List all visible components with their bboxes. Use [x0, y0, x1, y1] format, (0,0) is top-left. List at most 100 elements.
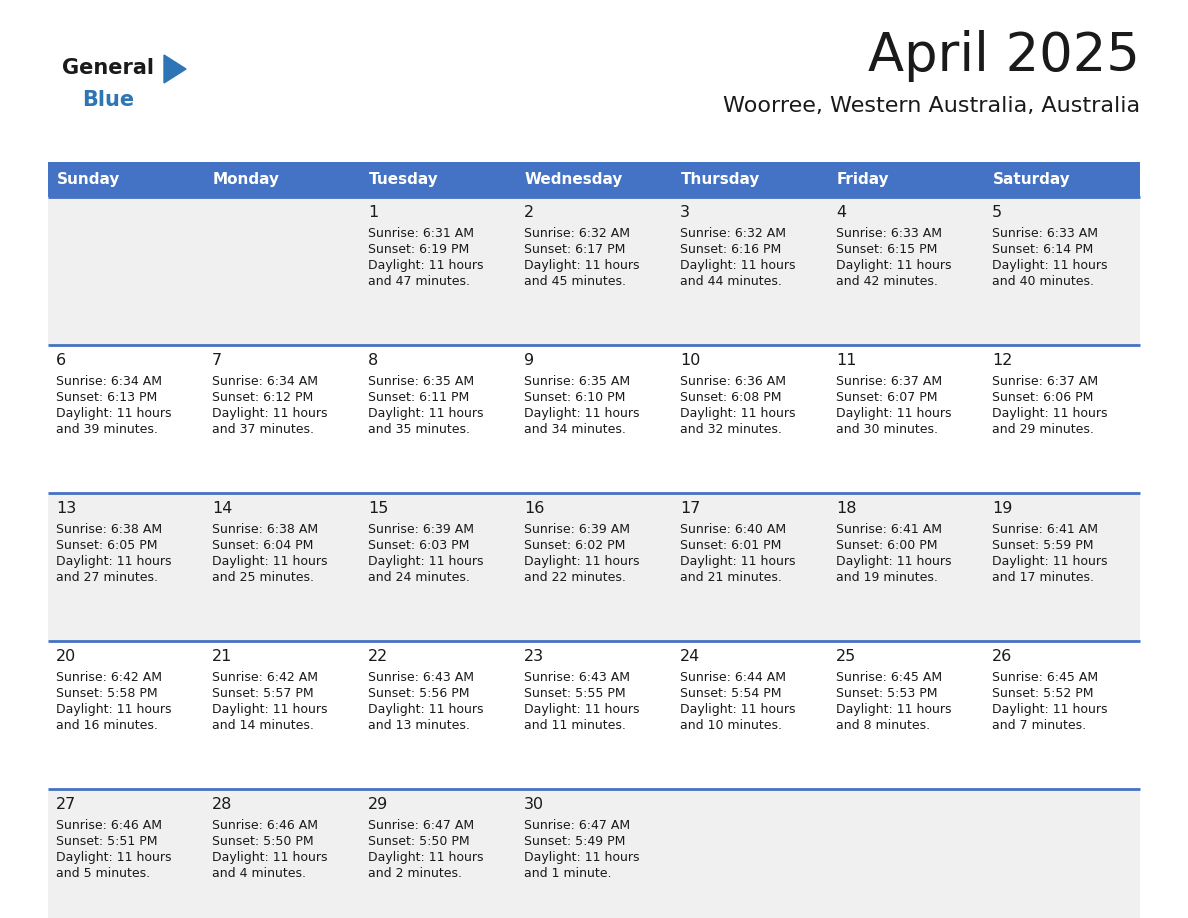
Text: and 1 minute.: and 1 minute.	[524, 867, 612, 880]
Text: Sunday: Sunday	[57, 172, 120, 187]
Text: Daylight: 11 hours: Daylight: 11 hours	[368, 851, 484, 864]
Text: 15: 15	[368, 501, 388, 516]
Text: Sunrise: 6:46 AM: Sunrise: 6:46 AM	[56, 819, 162, 832]
Text: and 13 minutes.: and 13 minutes.	[368, 719, 470, 732]
Text: and 40 minutes.: and 40 minutes.	[992, 275, 1094, 288]
Text: Daylight: 11 hours: Daylight: 11 hours	[680, 407, 796, 420]
Text: and 44 minutes.: and 44 minutes.	[680, 275, 782, 288]
Text: Sunset: 5:51 PM: Sunset: 5:51 PM	[56, 835, 158, 848]
Text: Sunrise: 6:33 AM: Sunrise: 6:33 AM	[992, 227, 1098, 240]
Text: and 19 minutes.: and 19 minutes.	[836, 571, 937, 584]
Text: and 2 minutes.: and 2 minutes.	[368, 867, 462, 880]
Text: 25: 25	[836, 649, 857, 664]
Text: 19: 19	[992, 501, 1012, 516]
Text: Sunrise: 6:33 AM: Sunrise: 6:33 AM	[836, 227, 942, 240]
Text: Tuesday: Tuesday	[369, 172, 438, 187]
Text: 20: 20	[56, 649, 76, 664]
Text: Daylight: 11 hours: Daylight: 11 hours	[211, 555, 328, 568]
Text: Sunrise: 6:35 AM: Sunrise: 6:35 AM	[524, 375, 630, 388]
Text: Daylight: 11 hours: Daylight: 11 hours	[368, 555, 484, 568]
Text: Sunset: 6:05 PM: Sunset: 6:05 PM	[56, 539, 158, 552]
Text: and 32 minutes.: and 32 minutes.	[680, 423, 782, 436]
Text: and 14 minutes.: and 14 minutes.	[211, 719, 314, 732]
Text: Sunset: 5:56 PM: Sunset: 5:56 PM	[368, 687, 469, 700]
Text: and 27 minutes.: and 27 minutes.	[56, 571, 158, 584]
Text: Sunrise: 6:47 AM: Sunrise: 6:47 AM	[368, 819, 474, 832]
Text: Sunset: 6:16 PM: Sunset: 6:16 PM	[680, 243, 782, 256]
Text: Sunrise: 6:47 AM: Sunrise: 6:47 AM	[524, 819, 630, 832]
Text: Sunset: 5:57 PM: Sunset: 5:57 PM	[211, 687, 314, 700]
Text: Sunrise: 6:42 AM: Sunrise: 6:42 AM	[56, 671, 162, 684]
Text: Sunrise: 6:32 AM: Sunrise: 6:32 AM	[680, 227, 786, 240]
Text: 12: 12	[992, 353, 1012, 368]
Text: Daylight: 11 hours: Daylight: 11 hours	[992, 555, 1107, 568]
Text: Daylight: 11 hours: Daylight: 11 hours	[836, 703, 952, 716]
Text: and 24 minutes.: and 24 minutes.	[368, 571, 470, 584]
Text: Sunset: 5:58 PM: Sunset: 5:58 PM	[56, 687, 158, 700]
Text: 22: 22	[368, 649, 388, 664]
Text: 18: 18	[836, 501, 857, 516]
Text: Daylight: 11 hours: Daylight: 11 hours	[992, 259, 1107, 272]
Text: Daylight: 11 hours: Daylight: 11 hours	[368, 407, 484, 420]
Text: Sunrise: 6:38 AM: Sunrise: 6:38 AM	[56, 523, 162, 536]
Text: 21: 21	[211, 649, 233, 664]
Text: Daylight: 11 hours: Daylight: 11 hours	[211, 851, 328, 864]
Text: 5: 5	[992, 205, 1003, 220]
Text: Sunset: 6:12 PM: Sunset: 6:12 PM	[211, 391, 314, 404]
Text: 7: 7	[211, 353, 222, 368]
Text: and 10 minutes.: and 10 minutes.	[680, 719, 782, 732]
Text: Sunset: 5:55 PM: Sunset: 5:55 PM	[524, 687, 626, 700]
Text: Sunset: 6:19 PM: Sunset: 6:19 PM	[368, 243, 469, 256]
Text: Wednesday: Wednesday	[525, 172, 624, 187]
Text: 4: 4	[836, 205, 846, 220]
Text: Sunrise: 6:39 AM: Sunrise: 6:39 AM	[368, 523, 474, 536]
Text: Daylight: 11 hours: Daylight: 11 hours	[56, 851, 171, 864]
Text: 14: 14	[211, 501, 233, 516]
Text: Sunset: 6:07 PM: Sunset: 6:07 PM	[836, 391, 937, 404]
Text: Sunset: 5:54 PM: Sunset: 5:54 PM	[680, 687, 782, 700]
Text: Sunrise: 6:31 AM: Sunrise: 6:31 AM	[368, 227, 474, 240]
Text: Daylight: 11 hours: Daylight: 11 hours	[992, 407, 1107, 420]
Text: Sunset: 6:00 PM: Sunset: 6:00 PM	[836, 539, 937, 552]
Text: 3: 3	[680, 205, 690, 220]
Text: Daylight: 11 hours: Daylight: 11 hours	[524, 703, 639, 716]
Text: 2: 2	[524, 205, 535, 220]
Text: Sunrise: 6:45 AM: Sunrise: 6:45 AM	[836, 671, 942, 684]
Text: Sunset: 6:11 PM: Sunset: 6:11 PM	[368, 391, 469, 404]
Text: and 16 minutes.: and 16 minutes.	[56, 719, 158, 732]
Text: Sunrise: 6:43 AM: Sunrise: 6:43 AM	[524, 671, 630, 684]
Text: and 21 minutes.: and 21 minutes.	[680, 571, 782, 584]
Text: Daylight: 11 hours: Daylight: 11 hours	[524, 407, 639, 420]
Text: Sunrise: 6:40 AM: Sunrise: 6:40 AM	[680, 523, 786, 536]
Text: Sunrise: 6:37 AM: Sunrise: 6:37 AM	[992, 375, 1098, 388]
Text: Daylight: 11 hours: Daylight: 11 hours	[368, 703, 484, 716]
Text: Sunrise: 6:37 AM: Sunrise: 6:37 AM	[836, 375, 942, 388]
Text: 24: 24	[680, 649, 700, 664]
Text: Sunset: 6:06 PM: Sunset: 6:06 PM	[992, 391, 1093, 404]
Text: and 42 minutes.: and 42 minutes.	[836, 275, 937, 288]
Text: Monday: Monday	[213, 172, 280, 187]
Polygon shape	[164, 55, 187, 83]
Text: Sunrise: 6:39 AM: Sunrise: 6:39 AM	[524, 523, 630, 536]
Text: Daylight: 11 hours: Daylight: 11 hours	[680, 259, 796, 272]
Text: 9: 9	[524, 353, 535, 368]
Text: Daylight: 11 hours: Daylight: 11 hours	[368, 259, 484, 272]
Text: and 30 minutes.: and 30 minutes.	[836, 423, 939, 436]
Text: Sunrise: 6:32 AM: Sunrise: 6:32 AM	[524, 227, 630, 240]
Text: 10: 10	[680, 353, 701, 368]
Text: 23: 23	[524, 649, 544, 664]
Text: 29: 29	[368, 797, 388, 812]
Text: Sunrise: 6:34 AM: Sunrise: 6:34 AM	[56, 375, 162, 388]
Text: Sunrise: 6:45 AM: Sunrise: 6:45 AM	[992, 671, 1098, 684]
Text: Sunset: 5:52 PM: Sunset: 5:52 PM	[992, 687, 1093, 700]
Text: Sunrise: 6:41 AM: Sunrise: 6:41 AM	[836, 523, 942, 536]
Text: Daylight: 11 hours: Daylight: 11 hours	[524, 259, 639, 272]
Text: Sunset: 6:13 PM: Sunset: 6:13 PM	[56, 391, 157, 404]
Text: Sunset: 5:50 PM: Sunset: 5:50 PM	[211, 835, 314, 848]
Text: General: General	[62, 58, 154, 78]
Text: Daylight: 11 hours: Daylight: 11 hours	[992, 703, 1107, 716]
Text: Sunrise: 6:46 AM: Sunrise: 6:46 AM	[211, 819, 318, 832]
Text: Sunset: 6:14 PM: Sunset: 6:14 PM	[992, 243, 1093, 256]
Text: Friday: Friday	[838, 172, 890, 187]
Text: 26: 26	[992, 649, 1012, 664]
